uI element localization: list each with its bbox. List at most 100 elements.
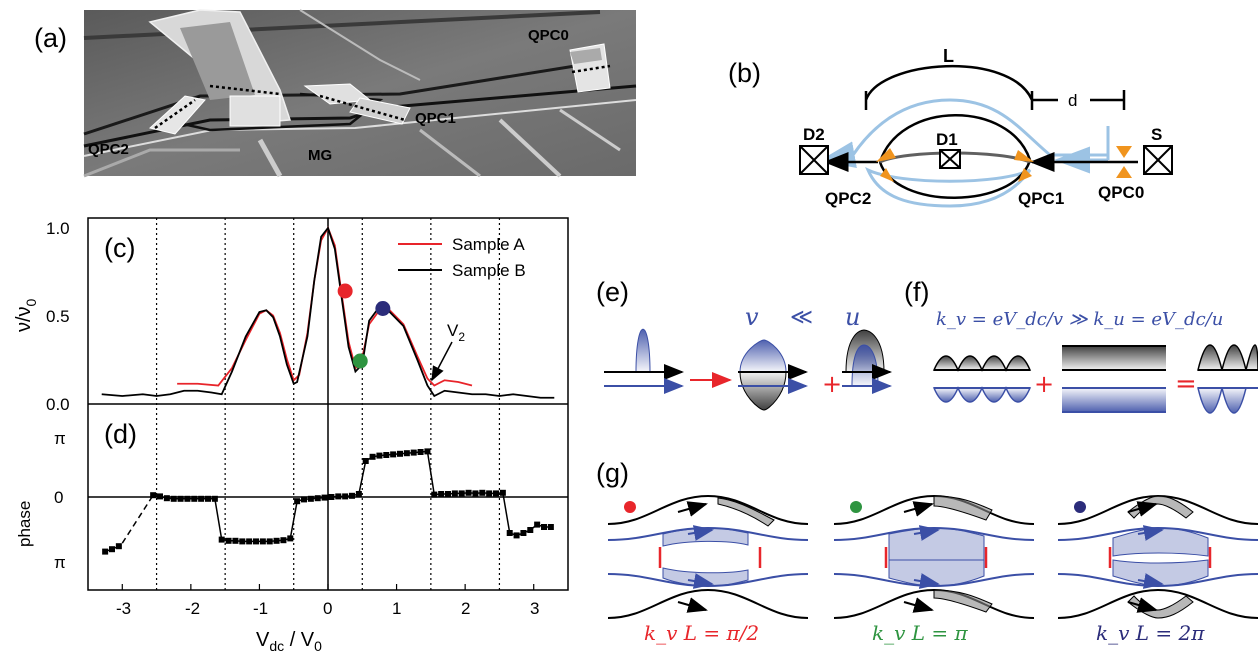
x-tick-neg1: -1 bbox=[253, 599, 268, 618]
panel-e-diagram: v ≪ u + bbox=[604, 303, 892, 411]
schematic-label-qpc2: QPC2 bbox=[825, 189, 871, 208]
phase-point bbox=[205, 495, 211, 502]
phase-point bbox=[307, 495, 314, 502]
phase-point bbox=[417, 449, 424, 455]
f-equation: k_v = eV_dc/v ≫ k_u = eV_dc/u bbox=[936, 309, 1223, 330]
schematic-label-d1: D1 bbox=[936, 130, 958, 149]
phase-point bbox=[211, 495, 218, 502]
contact-d1 bbox=[939, 149, 961, 169]
phase-point bbox=[362, 458, 369, 464]
schematic-label-d2: D2 bbox=[803, 125, 825, 144]
phase-point bbox=[218, 536, 225, 543]
phase-point bbox=[335, 493, 342, 500]
x-tick-neg2: -2 bbox=[185, 599, 200, 618]
c-ylabel: ν/ν0 bbox=[13, 298, 39, 332]
c-ytick-2: 1.0 bbox=[46, 219, 70, 238]
panel-label-b: (b) bbox=[728, 58, 761, 88]
contact-s bbox=[1143, 145, 1173, 175]
phase-point bbox=[472, 490, 479, 497]
panel-label-c: (c) bbox=[104, 233, 135, 263]
schematic-label-l: L bbox=[943, 46, 954, 66]
plot-c bbox=[101, 218, 555, 590]
phase-point bbox=[445, 491, 451, 497]
series-sample-b bbox=[101, 226, 555, 399]
phase-point bbox=[150, 492, 157, 499]
legend-label-b: Sample B bbox=[452, 261, 526, 280]
panel-label-a: (a) bbox=[34, 23, 67, 53]
x-tick-neg3: -3 bbox=[116, 599, 131, 618]
d-ytick-0: 0 bbox=[54, 488, 63, 507]
svg-text:+: + bbox=[822, 370, 842, 398]
sem-label-qpc1: QPC1 bbox=[415, 110, 456, 127]
c-ytick-1: 0.5 bbox=[46, 307, 70, 326]
g-subpanel-2 bbox=[833, 494, 1035, 619]
g-dot-2 bbox=[850, 501, 862, 513]
schematic-label-qpc0: QPC0 bbox=[1098, 183, 1144, 202]
sem-label-mg: MG bbox=[308, 147, 332, 164]
svg-text:V2: V2 bbox=[447, 321, 465, 344]
phase-point bbox=[294, 498, 301, 505]
svg-text:=: = bbox=[1175, 369, 1197, 399]
phase-point bbox=[349, 492, 355, 499]
phase-point bbox=[102, 548, 109, 555]
x-tick-2: 2 bbox=[461, 599, 470, 618]
e-label-u: u bbox=[845, 303, 860, 331]
d-ytick-pi-bottom: π bbox=[54, 553, 66, 572]
marker-dot-0 bbox=[337, 283, 353, 299]
panel-label-e: (e) bbox=[596, 277, 629, 307]
x-tick-3: 3 bbox=[530, 599, 539, 618]
phase-point bbox=[163, 495, 170, 502]
phase-point bbox=[355, 491, 362, 497]
phase-point bbox=[431, 491, 438, 498]
sem-label-qpc0: QPC0 bbox=[528, 27, 569, 44]
e-label-v: v bbox=[745, 303, 759, 331]
phase-point bbox=[376, 452, 383, 459]
phase-point bbox=[109, 546, 115, 553]
d-ylabel: phase bbox=[15, 501, 34, 547]
sem-label-qpc2: QPC2 bbox=[88, 141, 129, 158]
phase-point bbox=[253, 538, 259, 545]
phase-point bbox=[287, 535, 294, 542]
g-subpanel-1 bbox=[607, 494, 809, 619]
phase-point bbox=[157, 493, 163, 500]
qpc-gates bbox=[876, 146, 1132, 182]
phase-point bbox=[280, 537, 287, 544]
phase-point bbox=[170, 495, 177, 502]
phase-point bbox=[486, 490, 493, 497]
phase-point bbox=[383, 452, 390, 458]
phase-point bbox=[259, 538, 266, 545]
phase-point bbox=[328, 494, 335, 500]
g-dot-1 bbox=[624, 501, 636, 513]
phase-point bbox=[369, 453, 376, 460]
phase-point bbox=[184, 495, 191, 502]
phase-point bbox=[115, 543, 122, 550]
d-ytick-pi-top: π bbox=[54, 429, 66, 448]
phase-point bbox=[397, 450, 403, 457]
phase-point bbox=[534, 521, 541, 528]
phase-point bbox=[520, 530, 527, 536]
panel-label-g: (g) bbox=[596, 458, 629, 488]
phase-point bbox=[547, 524, 554, 530]
svg-text:ν/ν0: ν/ν0 bbox=[13, 298, 39, 332]
interferometer-schematic: L d bbox=[800, 46, 1173, 208]
phase-point bbox=[246, 538, 253, 545]
x-axis-label: Vdc / V0 bbox=[256, 629, 322, 654]
e-label-ll: ≪ bbox=[790, 305, 813, 330]
g-caption-3: k_v L = 2π bbox=[1096, 621, 1205, 645]
sem-image: QPC0 QPC1 QPC2 MG bbox=[83, 9, 637, 178]
phase-point bbox=[266, 538, 273, 545]
phase-point bbox=[314, 495, 321, 502]
phase-point bbox=[479, 489, 486, 496]
phase-point bbox=[451, 490, 458, 497]
phase-point bbox=[465, 489, 472, 496]
series-sample-a bbox=[177, 225, 473, 387]
marker-dot-1 bbox=[352, 353, 368, 369]
x-tick-1: 1 bbox=[392, 599, 401, 618]
phase-point bbox=[493, 490, 499, 497]
schematic-label-s: S bbox=[1151, 125, 1162, 144]
x-tick-0: 0 bbox=[323, 599, 332, 618]
phase-point bbox=[499, 489, 506, 496]
legend-label-a: Sample A bbox=[452, 235, 525, 254]
phase-point bbox=[273, 537, 280, 544]
